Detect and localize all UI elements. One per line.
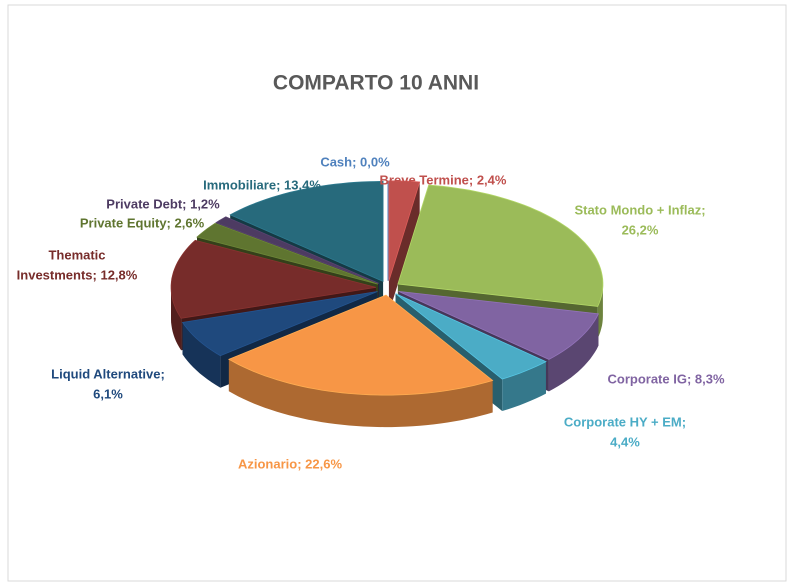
data-label: Corporate HY + EM; [564,414,686,429]
slice-top [215,216,379,284]
chart-title: COMPARTO 10 ANNI [273,72,479,95]
data-label: Private Debt; 1,2% [106,196,220,211]
data-label: Breve Termine; 2,4% [380,172,507,187]
data-label: 26,2% [622,222,659,237]
slice-top [196,222,379,285]
slice-wall [502,361,546,411]
slice-top [170,239,377,319]
data-label: Stato Mondo + Inflaz; [574,202,705,217]
data-label: Azionario; 22,6% [238,456,342,471]
data-label: Corporate IG; 8,3% [607,371,724,386]
data-label: Private Equity; 2,6% [80,215,205,230]
slice-top [229,180,384,283]
pie-slice [227,294,494,428]
data-label: 4,4% [610,434,640,449]
data-label: Immobiliare; 13,4% [203,177,321,192]
slice-wall [182,322,221,388]
pie-slice [388,180,421,313]
data-label: 6,1% [93,386,123,401]
data-label: Investments; 12,8% [17,267,138,282]
slice-top [398,291,600,360]
slice-side [388,182,420,313]
chart-border [7,4,787,582]
slice-top [181,291,378,357]
slice-wall [597,284,603,339]
slice-top [397,184,604,307]
slice-top [388,180,421,281]
data-label: Thematic [48,247,105,262]
data-label: Cash; 0,0% [320,154,390,169]
data-label: Liquid Alternative; [51,366,165,381]
slice-wall [228,359,493,428]
slice-top [227,294,494,396]
slice-top [395,293,547,380]
slice-wall [548,313,599,392]
